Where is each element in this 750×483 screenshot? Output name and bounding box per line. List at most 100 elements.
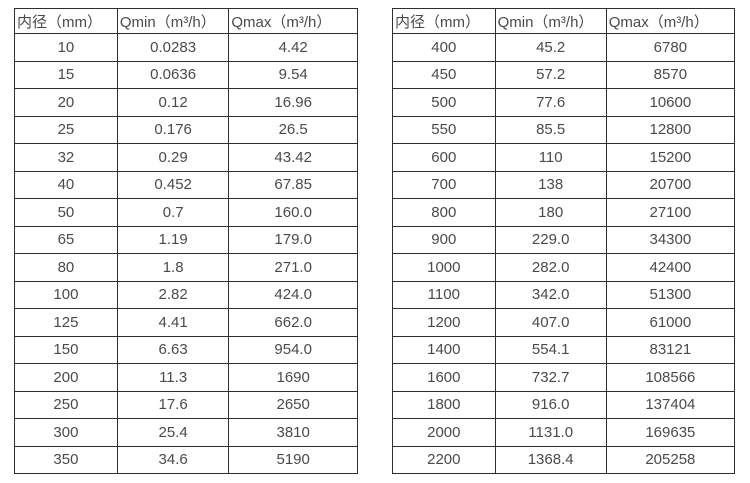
table-cell: 40	[14, 170, 118, 199]
table-row: 250 17.6 2650	[14, 390, 358, 419]
table-cell: 2000	[392, 418, 496, 447]
table-row: 200 11.3 1690	[14, 363, 358, 392]
table-cell: 229.0	[494, 225, 607, 254]
table-cell: 137404	[605, 390, 736, 419]
table-cell: 0.0636	[116, 60, 230, 89]
table-cell: 169635	[605, 418, 736, 447]
table-cell: 450	[392, 60, 496, 89]
table-cell: 407.0	[494, 308, 607, 337]
table-row: 2200 1368.4 205258	[392, 445, 736, 474]
table-cell: 0.7	[116, 198, 230, 227]
table-cell: 1200	[392, 308, 496, 337]
table-cell: 300	[14, 418, 118, 447]
table-cell: 2.82	[116, 280, 230, 309]
table-cell: 50	[14, 198, 118, 227]
table-cell: 3810	[228, 418, 358, 447]
table-cell: 4.42	[228, 33, 358, 62]
table-cell: 8570	[605, 60, 736, 89]
header-qmin: Qmin（m³/h）	[494, 8, 607, 34]
table-row: 1600 732.7 108566	[392, 363, 736, 392]
table-cell: 11.3	[116, 363, 230, 392]
table-cell: 1600	[392, 363, 496, 392]
table-row: 20 0.12 16.96	[14, 88, 358, 117]
table-cell: 17.6	[116, 390, 230, 419]
table-cell: 25	[14, 115, 118, 144]
table-cell: 5190	[228, 445, 358, 474]
table-cell: 662.0	[228, 308, 358, 337]
table-cell: 108566	[605, 363, 736, 392]
header-qmax: Qmax（m³/h）	[228, 8, 358, 34]
table-cell: 6.63	[116, 335, 230, 364]
table-row: 450 57.2 8570	[392, 60, 736, 89]
table-cell: 550	[392, 115, 496, 144]
table-cell: 80	[14, 253, 118, 282]
table-cell: 85.5	[494, 115, 607, 144]
table-cell: 83121	[605, 335, 736, 364]
table-cell: 67.85	[228, 170, 358, 199]
table-cell: 110	[494, 143, 607, 172]
table-cell: 10	[14, 33, 118, 62]
table-cell: 180	[494, 198, 607, 227]
table-cell: 16.96	[228, 88, 358, 117]
table-row: 800 180 27100	[392, 198, 736, 227]
table-cell: 138	[494, 170, 607, 199]
table-cell: 179.0	[228, 225, 358, 254]
table-row: 700 138 20700	[392, 170, 736, 199]
table-cell: 600	[392, 143, 496, 172]
table-cell: 125	[14, 308, 118, 337]
table-cell: 800	[392, 198, 496, 227]
table-row: 1000 282.0 42400	[392, 253, 736, 282]
header-inner-diameter: 内径（mm）	[14, 8, 118, 34]
table-cell: 0.0283	[116, 33, 230, 62]
flow-spec-table-small-diameters: 内径（mm） Qmin（m³/h） Qmax（m³/h） 10 0.0283 4.4…	[14, 8, 358, 474]
table-cell: 65	[14, 225, 118, 254]
table-cell: 0.29	[116, 143, 230, 172]
table-cell: 205258	[605, 445, 736, 474]
table-cell: 4.41	[116, 308, 230, 337]
table-cell: 20	[14, 88, 118, 117]
table-cell: 900	[392, 225, 496, 254]
table-cell: 271.0	[228, 253, 358, 282]
table-cell: 1.19	[116, 225, 230, 254]
table-cell: 200	[14, 363, 118, 392]
table-cell: 20700	[605, 170, 736, 199]
table-row: 25 0.176 26.5	[14, 115, 358, 144]
table-cell: 1690	[228, 363, 358, 392]
table-cell: 400	[392, 33, 496, 62]
table-row: 1800 916.0 137404	[392, 390, 736, 419]
table-cell: 9.54	[228, 60, 358, 89]
table-cell: 51300	[605, 280, 736, 309]
table-cell: 77.6	[494, 88, 607, 117]
table-cell: 15	[14, 60, 118, 89]
table-row: 500 77.6 10600	[392, 88, 736, 117]
table-cell: 1400	[392, 335, 496, 364]
table-cell: 1368.4	[494, 445, 607, 474]
table-cell: 27100	[605, 198, 736, 227]
table-header-row: 内径（mm） Qmin（m³/h） Qmax（m³/h）	[392, 8, 736, 34]
table-row: 125 4.41 662.0	[14, 308, 358, 337]
table-cell: 42400	[605, 253, 736, 282]
table-row: 1100 342.0 51300	[392, 280, 736, 309]
table-header-row: 内径（mm） Qmin（m³/h） Qmax（m³/h）	[14, 8, 358, 34]
table-cell: 57.2	[494, 60, 607, 89]
table-cell: 1.8	[116, 253, 230, 282]
table-row: 900 229.0 34300	[392, 225, 736, 254]
table-row: 80 1.8 271.0	[14, 253, 358, 282]
table-cell: 250	[14, 390, 118, 419]
table-row: 1400 554.1 83121	[392, 335, 736, 364]
table-row: 600 110 15200	[392, 143, 736, 172]
table-cell: 1131.0	[494, 418, 607, 447]
table-cell: 2200	[392, 445, 496, 474]
header-inner-diameter: 内径（mm）	[392, 8, 496, 34]
table-row: 10 0.0283 4.42	[14, 33, 358, 62]
table-row: 100 2.82 424.0	[14, 280, 358, 309]
header-qmin: Qmin（m³/h）	[116, 8, 230, 34]
table-cell: 0.452	[116, 170, 230, 199]
table-cell: 2650	[228, 390, 358, 419]
table-cell: 32	[14, 143, 118, 172]
table-row: 1200 407.0 61000	[392, 308, 736, 337]
table-cell: 424.0	[228, 280, 358, 309]
table-cell: 6780	[605, 33, 736, 62]
table-cell: 25.4	[116, 418, 230, 447]
table-cell: 10600	[605, 88, 736, 117]
